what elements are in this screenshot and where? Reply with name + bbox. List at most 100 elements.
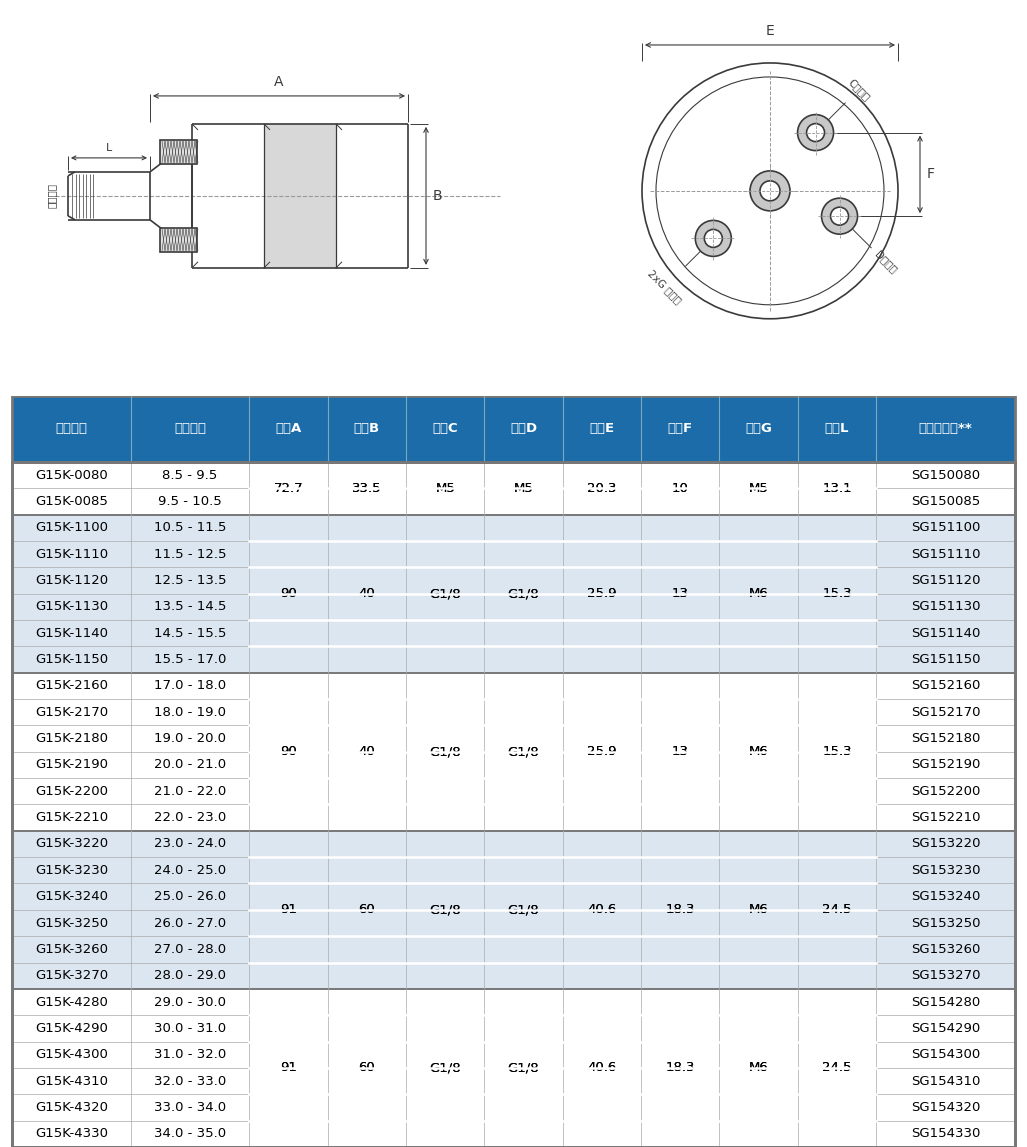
Bar <box>12 778 1015 804</box>
Circle shape <box>695 220 731 257</box>
Circle shape <box>760 181 779 201</box>
Text: 13.1: 13.1 <box>822 482 851 494</box>
Text: G15K-2210: G15K-2210 <box>35 811 108 824</box>
Text: SG152180: SG152180 <box>911 732 980 746</box>
Text: G1/8: G1/8 <box>429 587 461 600</box>
Bar <box>12 541 1015 568</box>
Text: G1/8: G1/8 <box>429 904 461 916</box>
Text: G15K-4310: G15K-4310 <box>35 1075 108 1087</box>
Text: G15K-1140: G15K-1140 <box>35 626 108 640</box>
Text: SG151110: SG151110 <box>911 547 980 561</box>
Text: 90: 90 <box>280 746 297 758</box>
Text: 20.3: 20.3 <box>587 482 616 494</box>
Text: C测试孔: C测试孔 <box>846 77 872 102</box>
Text: 60: 60 <box>358 1061 375 1075</box>
Text: 40: 40 <box>358 746 375 758</box>
Text: 25.9: 25.9 <box>587 587 616 600</box>
Text: G15K-3270: G15K-3270 <box>35 969 108 982</box>
Bar <box>12 962 1015 989</box>
Text: 12.5 - 13.5: 12.5 - 13.5 <box>154 574 226 587</box>
Circle shape <box>642 63 898 319</box>
Text: SG153240: SG153240 <box>911 890 980 903</box>
Text: 25.9: 25.9 <box>587 587 616 600</box>
Text: SG152210: SG152210 <box>911 811 980 824</box>
Text: G1/8: G1/8 <box>507 904 539 916</box>
Bar <box>12 725 1015 751</box>
Text: SG154300: SG154300 <box>911 1048 980 1061</box>
Text: 91: 91 <box>280 1061 297 1075</box>
Text: G15K-0085: G15K-0085 <box>35 494 108 508</box>
Text: SG152160: SG152160 <box>911 679 980 693</box>
Text: 8.5 - 9.5: 8.5 - 9.5 <box>162 468 218 482</box>
Text: M5: M5 <box>435 482 455 494</box>
Text: G1/8: G1/8 <box>507 1061 539 1075</box>
Text: G15K-0080: G15K-0080 <box>35 468 108 482</box>
Text: 尺寸C: 尺寸C <box>432 422 458 435</box>
Text: 25.0 - 26.0: 25.0 - 26.0 <box>154 890 226 903</box>
Text: 24.5: 24.5 <box>823 1061 851 1075</box>
Text: 19.0 - 20.0: 19.0 - 20.0 <box>154 732 226 746</box>
Bar <box>12 396 1015 462</box>
Text: 20.0 - 21.0: 20.0 - 21.0 <box>154 758 226 772</box>
Text: 13.5 - 14.5: 13.5 - 14.5 <box>154 600 226 614</box>
Text: 32.0 - 33.0: 32.0 - 33.0 <box>154 1075 226 1087</box>
Bar <box>12 1121 1015 1147</box>
Bar <box>160 228 197 252</box>
Text: 11.5 - 12.5: 11.5 - 12.5 <box>154 547 226 561</box>
Text: 18.3: 18.3 <box>665 904 695 916</box>
Bar <box>12 910 1015 936</box>
Text: 22.0 - 23.0: 22.0 - 23.0 <box>154 811 226 824</box>
Text: G15K-2190: G15K-2190 <box>35 758 108 772</box>
Text: B: B <box>433 189 443 203</box>
Text: SG151100: SG151100 <box>911 521 980 535</box>
Text: G15K-3230: G15K-3230 <box>35 864 108 876</box>
Text: 40: 40 <box>358 746 375 758</box>
Text: SG153250: SG153250 <box>911 916 980 929</box>
Text: G15K-2170: G15K-2170 <box>35 705 108 719</box>
Text: G1/8: G1/8 <box>429 746 461 758</box>
Bar <box>12 1015 1015 1041</box>
Text: G1/8: G1/8 <box>429 746 461 758</box>
Text: 13: 13 <box>672 746 689 758</box>
Bar <box>719 396 798 462</box>
Text: 18.3: 18.3 <box>665 1061 695 1075</box>
Text: E: E <box>765 24 774 38</box>
Text: 26.0 - 27.0: 26.0 - 27.0 <box>154 916 226 929</box>
Bar <box>160 140 197 164</box>
Text: 尺寸E: 尺寸E <box>589 422 614 435</box>
Circle shape <box>806 124 825 141</box>
Text: 72.7: 72.7 <box>274 482 303 494</box>
Text: 10: 10 <box>672 482 689 494</box>
Circle shape <box>831 208 848 225</box>
Text: 密封直径: 密封直径 <box>175 422 206 435</box>
Circle shape <box>705 229 722 248</box>
Text: SG150085: SG150085 <box>911 494 980 508</box>
Text: 27.0 - 28.0: 27.0 - 28.0 <box>154 943 226 955</box>
Text: 34.0 - 35.0: 34.0 - 35.0 <box>154 1128 226 1140</box>
Text: 产品型号: 产品型号 <box>55 422 87 435</box>
Text: SG154310: SG154310 <box>911 1075 980 1087</box>
Bar <box>12 462 1015 489</box>
Text: G1/8: G1/8 <box>429 1061 461 1075</box>
Bar <box>12 857 1015 883</box>
Text: 20.3: 20.3 <box>587 482 616 494</box>
Text: SG153270: SG153270 <box>911 969 980 982</box>
Bar <box>12 1068 1015 1094</box>
Bar <box>12 883 1015 910</box>
Text: 31.0 - 32.0: 31.0 - 32.0 <box>154 1048 226 1061</box>
Bar <box>12 936 1015 962</box>
Text: M6: M6 <box>749 746 768 758</box>
Bar <box>12 489 1015 515</box>
Text: 33.5: 33.5 <box>352 482 382 494</box>
Text: M5: M5 <box>749 482 768 494</box>
Text: L: L <box>106 143 112 153</box>
Bar <box>264 124 336 267</box>
Text: M5: M5 <box>749 482 768 494</box>
Text: 15.3: 15.3 <box>822 746 851 758</box>
Bar <box>12 1041 1015 1068</box>
Text: 10.5 - 11.5: 10.5 - 11.5 <box>154 521 226 535</box>
Text: G15K-3250: G15K-3250 <box>35 916 108 929</box>
Text: M6: M6 <box>749 1061 768 1075</box>
Text: 15.3: 15.3 <box>822 587 851 600</box>
Text: 60: 60 <box>358 904 375 916</box>
